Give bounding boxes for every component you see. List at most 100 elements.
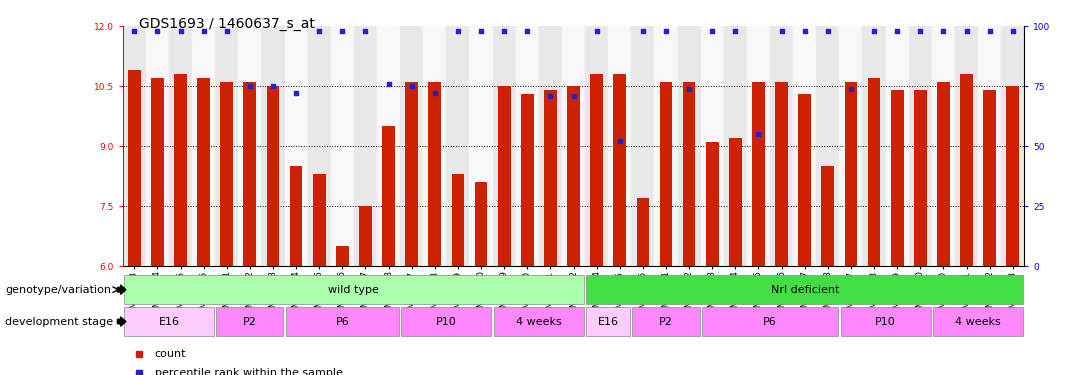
Text: P10: P10 bbox=[436, 316, 457, 327]
Point bbox=[542, 93, 559, 99]
Bar bbox=[1001, 26, 1024, 266]
Point bbox=[564, 93, 582, 99]
Bar bbox=[446, 26, 469, 266]
Point bbox=[935, 28, 952, 34]
Text: development stage: development stage bbox=[5, 316, 113, 327]
Point bbox=[657, 28, 674, 34]
Bar bbox=[608, 26, 632, 266]
Text: percentile rank within the sample: percentile rank within the sample bbox=[155, 368, 343, 375]
Bar bbox=[152, 78, 163, 266]
Bar bbox=[429, 82, 441, 266]
Point bbox=[588, 28, 605, 34]
Bar bbox=[659, 82, 672, 266]
Bar bbox=[286, 307, 399, 336]
Bar bbox=[590, 74, 603, 266]
Bar bbox=[816, 26, 840, 266]
Point bbox=[519, 28, 536, 34]
Bar bbox=[400, 26, 424, 266]
Bar bbox=[862, 26, 886, 266]
Bar bbox=[382, 126, 395, 266]
Text: genotype/variation: genotype/variation bbox=[5, 285, 111, 295]
Point bbox=[241, 83, 258, 89]
Bar bbox=[360, 206, 371, 266]
Bar bbox=[886, 26, 909, 266]
Bar bbox=[377, 26, 400, 266]
Text: Nrl deficient: Nrl deficient bbox=[770, 285, 839, 295]
Text: P2: P2 bbox=[243, 316, 257, 327]
Bar bbox=[336, 246, 349, 266]
Bar bbox=[261, 26, 285, 266]
Point bbox=[265, 83, 282, 89]
Bar bbox=[313, 174, 325, 266]
Point bbox=[473, 28, 490, 34]
Point bbox=[796, 28, 813, 34]
Bar bbox=[494, 307, 584, 336]
Bar bbox=[891, 90, 904, 266]
Point bbox=[681, 86, 698, 92]
Point bbox=[703, 28, 720, 34]
Bar bbox=[405, 82, 418, 266]
Bar bbox=[586, 307, 631, 336]
Point bbox=[380, 81, 397, 87]
Point bbox=[889, 28, 906, 34]
Bar bbox=[307, 26, 331, 266]
Point bbox=[773, 28, 790, 34]
Bar bbox=[401, 307, 492, 336]
Bar bbox=[192, 26, 216, 266]
Bar bbox=[701, 26, 723, 266]
Point bbox=[727, 28, 744, 34]
Point bbox=[634, 28, 651, 34]
Bar bbox=[521, 94, 534, 266]
Bar bbox=[729, 138, 742, 266]
Text: P10: P10 bbox=[875, 316, 896, 327]
Bar bbox=[1006, 86, 1019, 266]
Text: 4 weeks: 4 weeks bbox=[955, 316, 1001, 327]
Bar bbox=[678, 26, 701, 266]
Bar bbox=[562, 26, 585, 266]
Bar bbox=[637, 198, 649, 266]
Point bbox=[819, 28, 837, 34]
Bar bbox=[702, 307, 839, 336]
Point bbox=[426, 90, 444, 96]
Bar bbox=[776, 82, 787, 266]
Bar bbox=[752, 82, 765, 266]
Bar bbox=[544, 90, 557, 266]
Bar bbox=[937, 82, 950, 266]
Bar bbox=[568, 86, 579, 266]
Point bbox=[310, 28, 328, 34]
Text: 4 weeks: 4 weeks bbox=[516, 316, 561, 327]
Text: P6: P6 bbox=[335, 316, 349, 327]
Bar bbox=[840, 26, 862, 266]
Bar bbox=[169, 26, 192, 266]
Bar bbox=[654, 26, 678, 266]
Text: P2: P2 bbox=[659, 316, 673, 327]
Point bbox=[911, 28, 928, 34]
Text: count: count bbox=[155, 350, 187, 359]
Point bbox=[403, 83, 420, 89]
Point bbox=[865, 28, 882, 34]
Bar bbox=[174, 74, 187, 266]
Point bbox=[449, 28, 466, 34]
Point bbox=[750, 131, 767, 137]
Bar bbox=[498, 86, 510, 266]
Point bbox=[495, 28, 512, 34]
Point bbox=[356, 28, 373, 34]
Bar bbox=[614, 74, 626, 266]
Bar bbox=[914, 90, 926, 266]
Bar bbox=[217, 307, 284, 336]
Bar bbox=[841, 307, 930, 336]
Bar bbox=[770, 26, 793, 266]
Bar bbox=[706, 142, 718, 266]
Bar bbox=[451, 174, 464, 266]
Point bbox=[195, 28, 212, 34]
Text: GDS1693 / 1460637_s_at: GDS1693 / 1460637_s_at bbox=[139, 17, 315, 31]
Bar bbox=[124, 307, 214, 336]
Bar bbox=[984, 90, 996, 266]
Bar bbox=[331, 26, 354, 266]
Bar bbox=[632, 26, 654, 266]
Point bbox=[982, 28, 999, 34]
Bar bbox=[822, 166, 834, 266]
Bar bbox=[585, 26, 608, 266]
Bar bbox=[285, 26, 307, 266]
Bar bbox=[845, 82, 857, 266]
